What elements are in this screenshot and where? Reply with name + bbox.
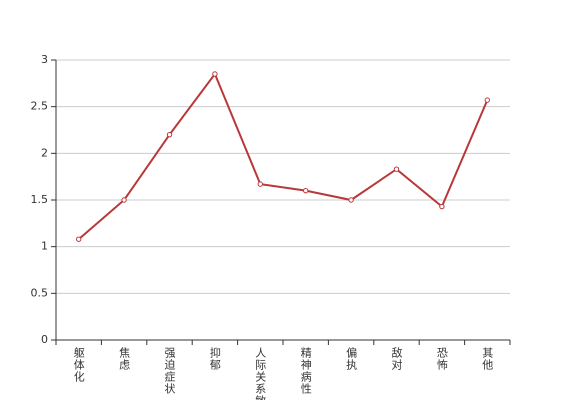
point [439,203,445,210]
x-tick-label: 躯体化 [72,347,85,383]
x-tick-label: 偏执 [345,346,358,371]
x-tick-label: 其他 [481,347,494,371]
point [76,236,82,242]
y-tick-label: 3 [41,53,48,66]
point [121,197,127,203]
y-tick-label: 0 [41,333,48,346]
x-tick-label: 抑郁 [208,346,221,371]
x-tick-label: 焦虑 [118,347,131,371]
point [166,131,173,138]
x-tick-label: 强迫症状 [163,347,176,395]
point [257,181,263,187]
x-tick-label: 精神病性 [299,347,312,395]
point [484,97,490,103]
point [212,71,218,77]
y-tick-label: 2.5 [31,100,49,113]
point [303,187,309,194]
y-tick-label: 1.5 [31,193,49,206]
x-tick-label: 人际关系敏感 [254,347,267,400]
line [78,71,489,240]
y-tick-label: 0.5 [31,286,49,299]
point [348,197,354,203]
y-tick-label: 1 [41,240,48,253]
point [393,166,400,172]
x-tick-label: 恐怖 [435,347,448,371]
x-tick-label: 敌对 [390,346,403,371]
y-tick-label: 2 [41,146,48,159]
